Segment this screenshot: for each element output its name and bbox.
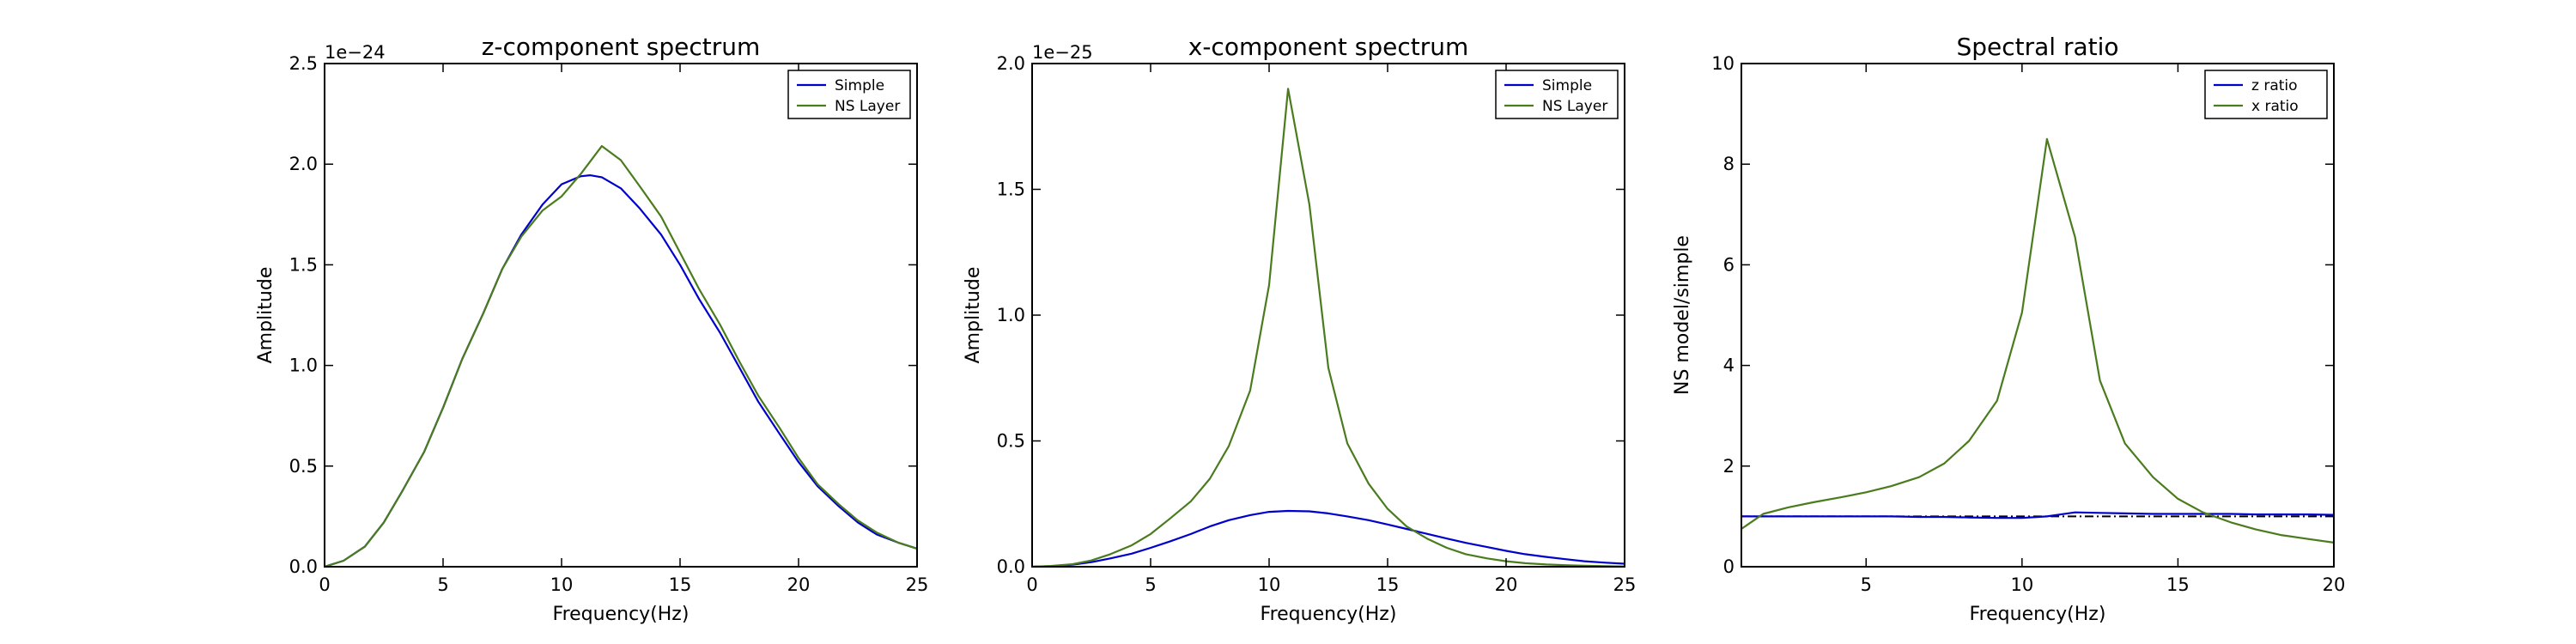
y-tick-label: 1.5 bbox=[289, 254, 318, 275]
x-tick-label: 5 bbox=[1145, 574, 1156, 595]
y-tick-label: 4 bbox=[1723, 355, 1735, 376]
series-line-1 bbox=[325, 174, 917, 567]
axes-frame bbox=[1741, 63, 2335, 568]
x-tick-label: 5 bbox=[437, 574, 448, 595]
legend-box bbox=[1495, 70, 1619, 119]
y-axis-label: NS model/simple bbox=[1672, 235, 1693, 395]
legend-box bbox=[2204, 70, 2328, 119]
axes-frame bbox=[324, 63, 918, 568]
chart-panel-3: 5 10 15 20 0 2 4 6 8 10 Spectral ratio Frequency(Hz… bbox=[1672, 33, 2345, 625]
y-tick-label: 0.5 bbox=[997, 431, 1025, 452]
x-tick-label: 15 bbox=[1376, 574, 1400, 595]
x-tick-label: 15 bbox=[669, 574, 692, 595]
y-axis-label: Amplitude bbox=[255, 267, 276, 364]
series-line-1 bbox=[1032, 509, 1625, 567]
y-tick-label: 1.0 bbox=[997, 305, 1025, 325]
y-tick-label: 6 bbox=[1723, 254, 1735, 275]
series-line-1 bbox=[1741, 511, 2334, 519]
x-tick-label: 20 bbox=[1495, 574, 1518, 595]
x-tick-label: 20 bbox=[2323, 574, 2346, 595]
x-tick-label: 10 bbox=[1258, 574, 1281, 595]
legend: z ratio x ratio bbox=[2204, 70, 2328, 119]
x-tick-label: 25 bbox=[906, 574, 929, 595]
y-tick-label: 8 bbox=[1723, 154, 1735, 174]
x-tick-label: 0 bbox=[319, 574, 330, 595]
legend-box bbox=[787, 70, 911, 119]
legend-label: Simple bbox=[1542, 77, 1592, 94]
chart-title: Spectral ratio bbox=[1956, 33, 2118, 61]
legend: Simple NS Layer bbox=[1495, 70, 1619, 119]
y-tick-label: 0 bbox=[1723, 556, 1735, 577]
y-tick-label: 0.0 bbox=[997, 556, 1025, 577]
chart-title: z-component spectrum bbox=[482, 33, 761, 61]
y-tick-label: 2.0 bbox=[997, 53, 1025, 74]
chart-panel-2: 0 5 10 15 20 25 0.0 0.5 1.0 1.5 2.0 1e−25 x-componen… bbox=[963, 33, 1636, 625]
legend-label: x ratio bbox=[2251, 98, 2299, 115]
x-tick-label: 20 bbox=[787, 574, 811, 595]
x-tick-label: 10 bbox=[550, 574, 574, 595]
x-tick-label: 5 bbox=[1861, 574, 1872, 595]
x-tick-label: 0 bbox=[1026, 574, 1037, 595]
chart-title: x-component spectrum bbox=[1188, 33, 1468, 61]
legend-label: z ratio bbox=[2251, 77, 2298, 94]
y-tick-label: 0.0 bbox=[289, 556, 318, 577]
y-tick-label: 2 bbox=[1723, 456, 1735, 477]
series-line-2 bbox=[1032, 88, 1625, 567]
y-tick-label: 1.5 bbox=[997, 179, 1025, 200]
x-axis-label: Frequency(Hz) bbox=[553, 604, 690, 625]
legend-label: NS Layer bbox=[835, 98, 900, 115]
legend: Simple NS Layer bbox=[787, 70, 911, 119]
chart-panel-1: 0 5 10 15 20 25 0.0 0.5 1.0 1.5 2.0 2.5 1e−24 z-compo… bbox=[255, 33, 928, 625]
y-tick-label: 2.0 bbox=[289, 154, 318, 174]
axis-offset-text: 1e−25 bbox=[1032, 42, 1093, 63]
y-tick-label: 1.0 bbox=[289, 355, 318, 376]
y-tick-label: 0.5 bbox=[289, 456, 318, 477]
axes-frame bbox=[1031, 63, 1625, 568]
y-tick-label: 10 bbox=[1711, 53, 1735, 74]
series-line-2 bbox=[325, 145, 917, 567]
x-tick-label: 15 bbox=[2166, 574, 2190, 595]
legend-label: Simple bbox=[835, 77, 884, 94]
axis-offset-text: 1e−24 bbox=[325, 42, 386, 63]
legend-label: NS Layer bbox=[1542, 98, 1607, 115]
x-tick-label: 25 bbox=[1613, 574, 1637, 595]
series-line-2 bbox=[1741, 137, 2334, 544]
x-tick-label: 10 bbox=[2010, 574, 2033, 595]
y-tick-label: 2.5 bbox=[289, 53, 318, 74]
x-axis-label: Frequency(Hz) bbox=[1970, 604, 2106, 625]
x-axis-label: Frequency(Hz) bbox=[1261, 604, 1397, 625]
y-axis-label: Amplitude bbox=[963, 267, 984, 364]
